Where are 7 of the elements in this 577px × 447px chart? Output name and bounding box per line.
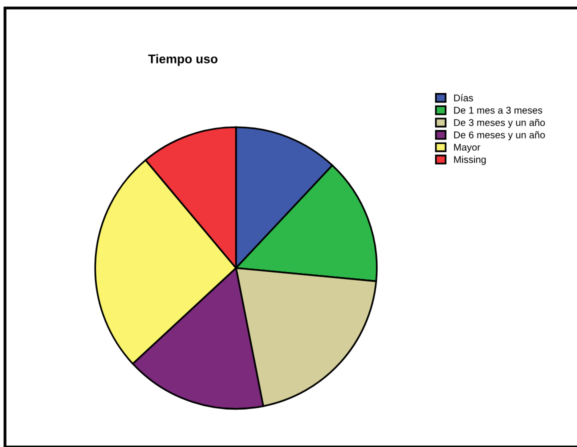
chart-title: Tiempo uso	[148, 54, 218, 66]
legend-label: De 3 meses y un año	[454, 118, 545, 128]
legend-label: De 6 meses y un año	[454, 131, 545, 140]
legend-label: Días	[454, 94, 474, 102]
legend-label: Mayor	[454, 144, 480, 153]
legend-label: Missing	[454, 156, 486, 165]
legend-label: De 1 mes a 3 meses	[454, 106, 542, 114]
